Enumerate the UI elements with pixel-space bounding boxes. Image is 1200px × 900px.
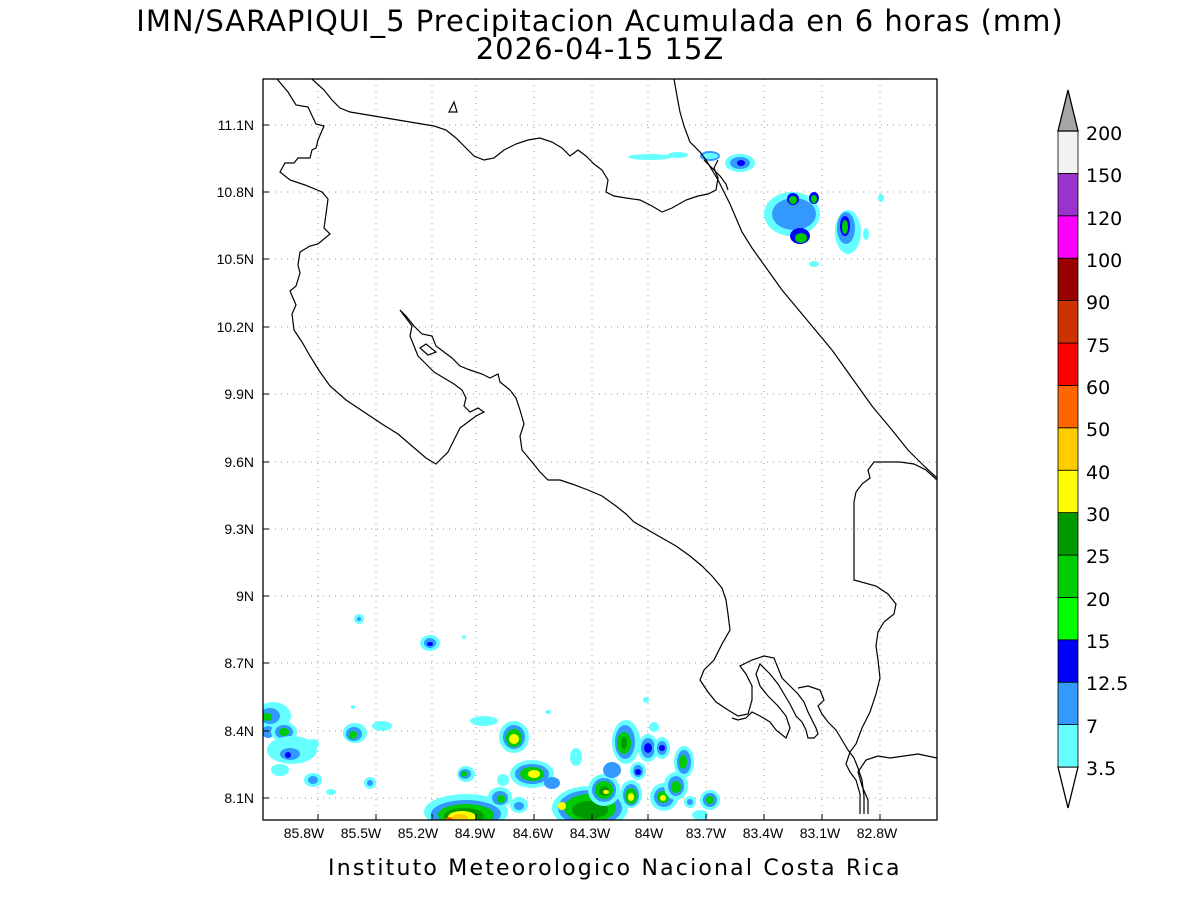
lat-label: 11.1N bbox=[218, 117, 254, 133]
colorbar-swatch bbox=[1057, 597, 1079, 641]
colorbar-swatch bbox=[1057, 512, 1079, 556]
precip-cell bbox=[835, 194, 884, 254]
colorbar-labels: 3.5 7 12.5 15 20 25 30 40 50 60 75 90 10… bbox=[1086, 123, 1128, 780]
caribbean-coast bbox=[673, 79, 937, 479]
lon-label: 84.9W bbox=[455, 825, 496, 841]
osa-golfito-coast bbox=[797, 685, 865, 814]
colorbar-label: 30 bbox=[1086, 504, 1110, 526]
lon-label: 84.6W bbox=[513, 825, 554, 841]
colorbar-swatches bbox=[1057, 130, 1079, 768]
map-valid-time: 2026-04-15 15Z bbox=[475, 32, 725, 66]
lat-labels: 11.1N 10.8N 10.5N 10.2N 9.9N 9.6N 9.3N 9… bbox=[217, 117, 254, 806]
colorbar-label: 7 bbox=[1086, 716, 1098, 738]
lon-label: 82.8W bbox=[857, 825, 898, 841]
colorbar-swatch bbox=[1057, 469, 1079, 514]
colorbar-swatch bbox=[1057, 300, 1079, 344]
lon-label: 85.5W bbox=[341, 825, 382, 841]
colorbar-label: 3.5 bbox=[1086, 758, 1116, 780]
colorbar-label: 25 bbox=[1086, 546, 1110, 568]
san-juan-river-mouth bbox=[703, 159, 729, 191]
lon-ticks bbox=[317, 814, 881, 820]
lat-label: 10.2N bbox=[217, 319, 254, 335]
precip-cell bbox=[424, 716, 528, 820]
lat-label: 9.6N bbox=[224, 454, 254, 470]
map-title: IMN/SARAPIQUI_5 Precipitacion Acumulada … bbox=[136, 4, 1064, 38]
lon-labels: 85.8W 85.5W 85.2W 84.9W 84.6W 84.3W 84W … bbox=[284, 825, 898, 841]
colorbar-label: 100 bbox=[1086, 250, 1122, 272]
colorbar-swatch bbox=[1057, 724, 1079, 768]
lat-label: 8.7N bbox=[224, 655, 254, 671]
map-gridlines bbox=[263, 79, 937, 820]
colorbar: 3.5 7 12.5 15 20 25 30 40 50 60 75 90 10… bbox=[1057, 89, 1128, 809]
lake-nicaragua-island bbox=[448, 100, 458, 113]
colorbar-swatch bbox=[1057, 257, 1079, 302]
precipitation-field bbox=[263, 151, 884, 820]
colorbar-swatch bbox=[1057, 639, 1079, 683]
lat-label: 10.8N bbox=[217, 184, 254, 200]
panama-border bbox=[857, 753, 937, 814]
colorbar-upper-arrow bbox=[1057, 89, 1079, 132]
footer-credit: Instituto Meteorologico Nacional Costa R… bbox=[328, 856, 902, 881]
precip-cell bbox=[764, 192, 820, 267]
panama-border-inland bbox=[845, 461, 937, 814]
colorbar-label: 60 bbox=[1086, 377, 1110, 399]
lat-label: 9.9N bbox=[224, 386, 254, 402]
lat-label: 8.1N bbox=[224, 790, 254, 806]
colorbar-swatch bbox=[1057, 342, 1079, 386]
colorbar-swatch bbox=[1057, 172, 1079, 217]
lat-label: 8.4N bbox=[224, 723, 254, 739]
colorbar-swatch bbox=[1057, 554, 1079, 598]
nicoya-gulf-island bbox=[419, 343, 438, 356]
colorbar-label: 75 bbox=[1086, 335, 1110, 357]
lon-label: 84.3W bbox=[570, 825, 611, 841]
precip-cell bbox=[628, 151, 755, 172]
colorbar-swatch bbox=[1057, 215, 1079, 259]
colorbar-swatch bbox=[1057, 427, 1079, 471]
precip-cell bbox=[552, 762, 628, 820]
colorbar-label: 50 bbox=[1086, 419, 1110, 441]
lon-label: 83.4W bbox=[743, 825, 784, 841]
nicaragua-border bbox=[311, 79, 719, 213]
precip-cell bbox=[612, 720, 646, 808]
colorbar-label: 20 bbox=[1086, 589, 1110, 611]
map-frame bbox=[262, 78, 938, 821]
central-pacific-coast bbox=[399, 309, 819, 739]
colorbar-swatch bbox=[1057, 130, 1079, 174]
precip-cell bbox=[343, 705, 392, 789]
lon-label: 84W bbox=[635, 825, 665, 841]
colorbar-label: 200 bbox=[1086, 123, 1122, 145]
precip-cell bbox=[664, 746, 720, 820]
colorbar-label: 120 bbox=[1086, 208, 1122, 230]
colorbar-swatch bbox=[1057, 384, 1079, 429]
lat-label: 9N bbox=[236, 588, 254, 604]
precip-cell bbox=[499, 710, 582, 789]
colorbar-swatch bbox=[1057, 681, 1079, 726]
lat-label: 9.3N bbox=[224, 521, 254, 537]
lon-label: 85.8W bbox=[284, 825, 325, 841]
colorbar-label: 150 bbox=[1086, 165, 1122, 187]
nicaragua-costa-rica-coast bbox=[276, 79, 486, 465]
precip-cell bbox=[263, 702, 336, 795]
precip-cell bbox=[354, 614, 466, 651]
lat-ticks bbox=[263, 124, 269, 799]
coastlines bbox=[276, 79, 937, 814]
lon-label: 83.7W bbox=[686, 825, 727, 841]
colorbar-label: 12.5 bbox=[1086, 673, 1128, 695]
colorbar-lower-arrow bbox=[1057, 766, 1079, 809]
colorbar-label: 40 bbox=[1086, 462, 1110, 484]
lon-label: 85.2W bbox=[398, 825, 439, 841]
colorbar-label: 15 bbox=[1086, 631, 1110, 653]
colorbar-label: 90 bbox=[1086, 292, 1110, 314]
lat-label: 10.5N bbox=[217, 251, 254, 267]
lon-label: 83.1W bbox=[800, 825, 841, 841]
